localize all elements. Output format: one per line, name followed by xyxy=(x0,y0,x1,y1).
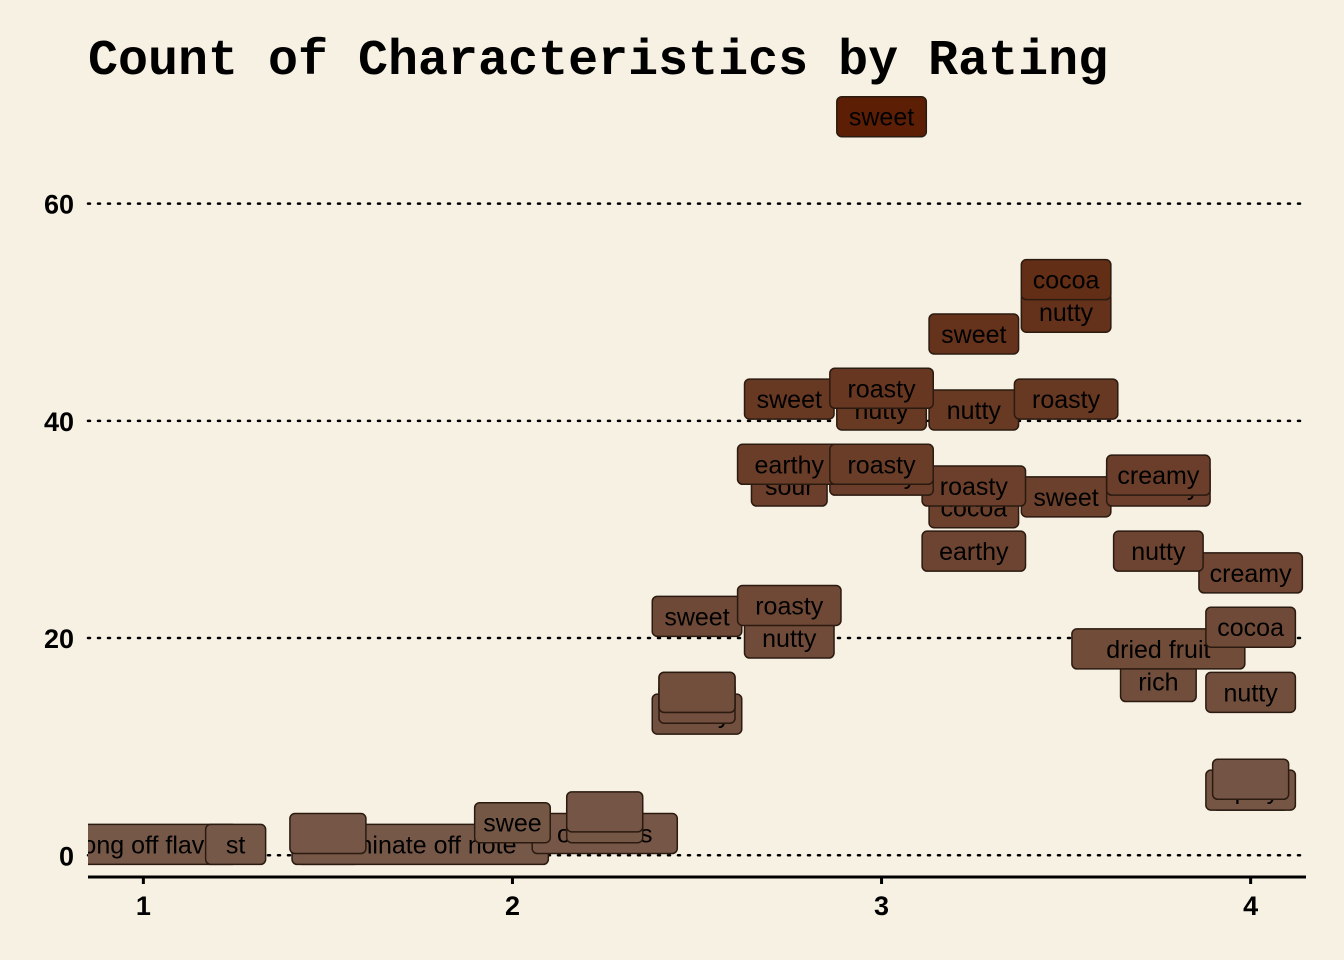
data-point-label: st xyxy=(204,823,267,866)
data-label-text: nutty xyxy=(1224,679,1279,707)
data-label-box xyxy=(1020,258,1112,301)
data-label-text: nutty xyxy=(1131,538,1186,566)
data-label-text: sweet xyxy=(1033,484,1098,512)
data-label-text: ong off flav xyxy=(82,831,204,859)
chart-title: Count of Characteristics by Rating xyxy=(88,33,1108,90)
data-label-text: swee xyxy=(483,810,541,838)
data-point-label: creamy xyxy=(1198,552,1304,594)
data-point-label: nutty xyxy=(1112,530,1204,572)
data-point-label xyxy=(658,671,736,714)
y-tick-label: 40 xyxy=(44,407,74,437)
data-point-label: roasty xyxy=(921,465,1027,507)
data-label-text: roasty xyxy=(755,592,824,620)
data-label-box xyxy=(1205,671,1297,714)
data-point-label: nutty xyxy=(1205,671,1297,714)
data-point-label: swee xyxy=(473,801,552,844)
data-label-box xyxy=(928,313,1020,355)
data-label-box xyxy=(1211,758,1290,800)
data-label-box xyxy=(1013,378,1119,420)
data-point-label: cocoa xyxy=(1020,258,1112,301)
data-point-label: nutty xyxy=(928,389,1020,431)
data-label-text: roasty xyxy=(847,375,916,403)
data-label-text: sweet xyxy=(941,321,1006,349)
x-tick-label: 1 xyxy=(136,891,151,921)
data-label-box xyxy=(658,671,736,714)
data-label-text: nutty xyxy=(947,397,1002,425)
data-label-text: cocoa xyxy=(1217,614,1284,642)
data-label-text: roasty xyxy=(847,451,916,479)
data-point-label xyxy=(565,791,644,833)
y-axis-ticks: 0 20 40 60 xyxy=(44,190,74,872)
data-label-text: sweet xyxy=(757,386,822,414)
data-point-label: ong off flav xyxy=(82,823,238,866)
data-point-label: sweet xyxy=(928,313,1020,355)
data-label-box xyxy=(1071,628,1246,670)
x-tick-label: 2 xyxy=(505,891,520,921)
data-label-text: rich xyxy=(1138,669,1178,697)
data-label-box xyxy=(921,530,1027,572)
data-label-box xyxy=(736,584,842,627)
data-label-text: sweet xyxy=(849,104,914,132)
data-label-text: creamy xyxy=(1117,462,1199,490)
data-label-text: st xyxy=(226,831,246,859)
grid-lines xyxy=(86,202,1308,857)
data-label-box xyxy=(1112,530,1204,572)
data-label-text: roasty xyxy=(940,473,1009,501)
x-tick-label: 3 xyxy=(874,891,889,921)
data-point-label: sweet xyxy=(651,595,743,638)
data-label-box xyxy=(836,95,928,138)
data-label-text: earthy xyxy=(755,451,825,479)
data-point-label: sweet xyxy=(836,95,928,138)
data-label-text: nutty xyxy=(762,625,817,653)
data-label-text: dried fruit xyxy=(1106,636,1210,664)
data-label-text: cocoa xyxy=(1033,267,1100,295)
data-label-box xyxy=(829,443,934,486)
data-point-label: roasty xyxy=(829,443,934,486)
data-label-text: nutty xyxy=(1039,299,1094,327)
data-label-box xyxy=(829,367,934,409)
data-point-label: dried fruit xyxy=(1071,628,1246,670)
data-point-label: cocoa xyxy=(1205,606,1297,648)
data-label-box xyxy=(204,823,267,866)
data-point-label: creamy xyxy=(1105,454,1211,496)
y-tick-label: 0 xyxy=(59,841,74,871)
data-point-label xyxy=(289,812,367,855)
data-point-label: sweet xyxy=(1020,476,1112,518)
data-point-label: nutty xyxy=(1020,291,1112,333)
data-label-box xyxy=(565,791,644,833)
data-point-label xyxy=(1211,758,1290,800)
data-label-box xyxy=(289,812,367,855)
data-point-label: roasty xyxy=(829,367,934,409)
data-point-label: earthy xyxy=(736,443,842,486)
data-label-text: roasty xyxy=(1032,386,1101,414)
y-tick-label: 20 xyxy=(44,624,74,654)
data-point-label: earthy xyxy=(921,530,1027,572)
data-point-label: sweet xyxy=(743,378,835,420)
data-label-box xyxy=(473,801,552,844)
data-label-text: creamy xyxy=(1210,560,1292,588)
x-axis: 1 2 3 4 xyxy=(88,875,1306,921)
data-label-box xyxy=(1198,552,1304,594)
data-point-label: rich xyxy=(1119,660,1197,703)
data-label-text: sweet xyxy=(664,603,729,631)
data-point-label: roasty xyxy=(736,584,842,627)
data-label-text: earthy xyxy=(939,538,1009,566)
y-tick-label: 60 xyxy=(44,190,74,220)
data-label-box xyxy=(1205,606,1297,648)
x-tick-label: 4 xyxy=(1243,891,1258,921)
data-point-label: roasty xyxy=(1013,378,1119,420)
data-labels: ong off flavstunpdominate off noteoff no… xyxy=(82,95,1304,866)
data-label-box xyxy=(1105,454,1211,496)
